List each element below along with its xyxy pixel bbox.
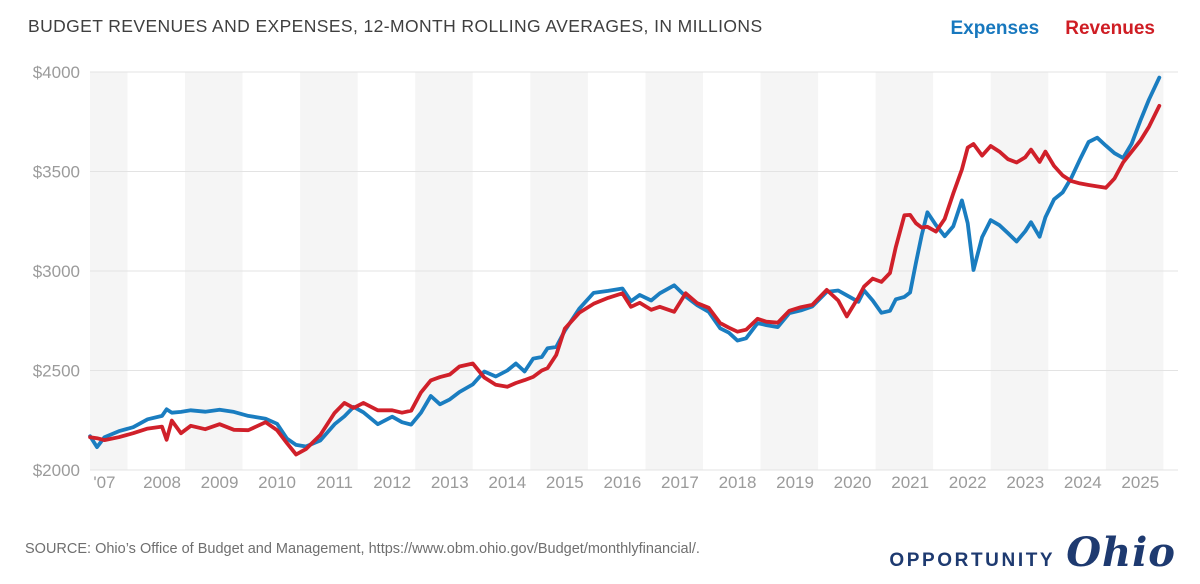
y-tick-3500: $3500 xyxy=(33,163,80,182)
x-tick-2021: 2021 xyxy=(891,473,929,492)
x-tick-2013: 2013 xyxy=(431,473,469,492)
x-tick-2014: 2014 xyxy=(488,473,526,492)
logo-script-ohio: Ohio xyxy=(1066,529,1176,576)
x-tick-2016: 2016 xyxy=(603,473,641,492)
x-tick-2020: 2020 xyxy=(834,473,872,492)
chart-legend: Expenses Revenues xyxy=(950,18,1155,40)
gridlines xyxy=(90,71,1178,471)
legend-expenses-label: Expenses xyxy=(950,18,1040,39)
x-tick-2011: 2011 xyxy=(316,473,353,492)
chart-title: BUDGET REVENUES AND EXPENSES, 12-MONTH R… xyxy=(28,16,763,36)
logo-word-opportunity: OPPORTUNITY xyxy=(889,550,1056,571)
y-tick-4000: $4000 xyxy=(33,63,80,82)
x-tick-2008: 2008 xyxy=(143,473,181,492)
source-note: SOURCE: Ohio’s Office of Budget and Mana… xyxy=(25,541,700,557)
x-tick-2018: 2018 xyxy=(719,473,757,492)
x-tick-2012: 2012 xyxy=(373,473,411,492)
x-tick-2023: 2023 xyxy=(1006,473,1044,492)
y-tick-3000: $3000 xyxy=(33,262,80,281)
x-tick-2019: 2019 xyxy=(776,473,814,492)
x-tick-2009: 2009 xyxy=(201,473,239,492)
x-tick-2025: 2025 xyxy=(1121,473,1159,492)
x-axis-labels: '07 2008 2009 2010 2011 2012 2013 2014 2015 2016 2… xyxy=(93,473,1159,492)
y-axis-labels: $2000 $2500 $3000 $3500 $4000 xyxy=(33,63,80,480)
legend-revenues-label: Revenues xyxy=(1065,18,1155,39)
x-tick-2017: 2017 xyxy=(661,473,699,492)
x-tick-2024: 2024 xyxy=(1064,473,1102,492)
x-tick-2010: 2010 xyxy=(258,473,296,492)
x-tick-2022: 2022 xyxy=(949,473,987,492)
opportunity-ohio-logo: OPPORTUNITY Ohio xyxy=(889,529,1176,576)
x-tick-2015: 2015 xyxy=(546,473,584,492)
y-tick-2500: $2500 xyxy=(33,362,80,381)
y-tick-2000: $2000 xyxy=(33,461,80,480)
x-tick-2007: '07 xyxy=(93,473,115,492)
revenues-line xyxy=(88,103,1162,457)
